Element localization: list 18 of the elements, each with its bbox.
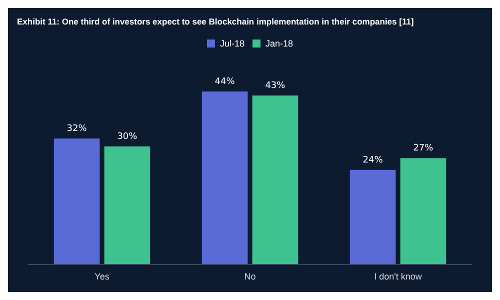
data-label: 27% (413, 144, 434, 154)
bar (202, 92, 248, 264)
data-label: 24% (362, 155, 384, 166)
data-label: 44% (214, 77, 236, 88)
legend-label: Jan-18 (265, 38, 294, 48)
bar (54, 138, 100, 264)
x-tick-label: No (244, 272, 256, 282)
bar (104, 146, 150, 264)
x-tick-label: I don't know (374, 272, 422, 282)
data-label: 30% (117, 132, 138, 142)
bar (252, 95, 298, 264)
legend-label: Jul-18 (220, 38, 244, 48)
x-tick-label: Yes (94, 272, 110, 282)
bar (350, 170, 396, 264)
data-label: 32% (66, 124, 88, 134)
chart-title: Exhibit 11: One third of investors expect to see Blockchain implementation in their companies [11] (17, 16, 414, 26)
bar (400, 158, 446, 264)
data-label: 43% (265, 80, 286, 91)
